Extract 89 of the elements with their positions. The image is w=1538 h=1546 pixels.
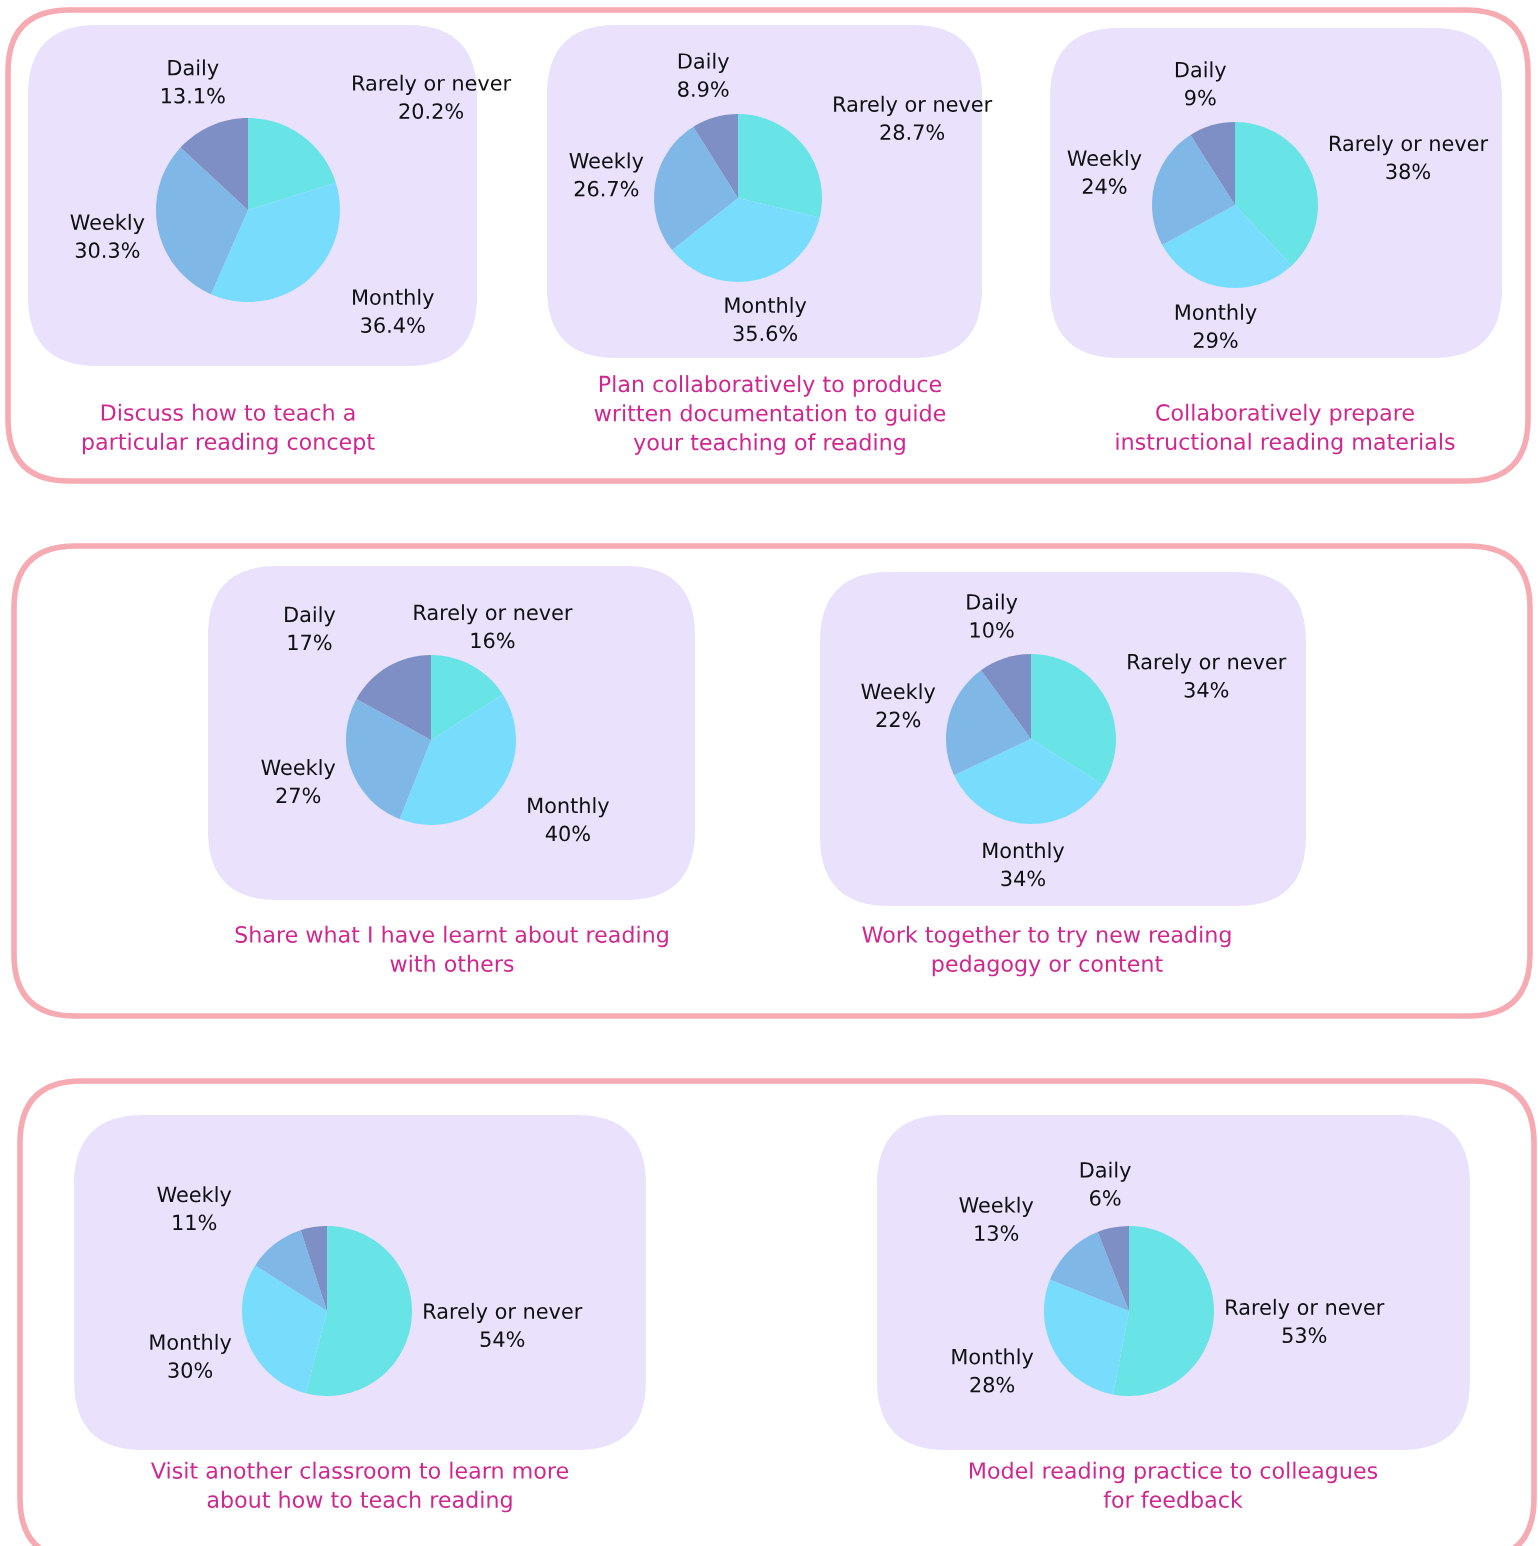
text: Collaboratively prepare instructional reading materials (1116, 403, 1455, 455)
slice-label: Rarely or never (1226, 1298, 1385, 1320)
text: Discuss how to teach a particular reading concept (82, 403, 375, 455)
slice-label: Monthly (353, 288, 434, 309)
pie-slice (300, 1226, 327, 1311)
slice-label: Daily (678, 52, 729, 73)
pie-slice (1113, 1226, 1214, 1396)
text: Share what I have learnt about reading with others (235, 925, 668, 972)
slice-label: Weekly (157, 1186, 232, 1207)
slice-label: Rarely or never (1330, 135, 1489, 156)
data-label: 10% (970, 622, 1014, 638)
slice-label: Daily (285, 606, 336, 627)
data-label: 54% (480, 1331, 525, 1348)
pie-slice (672, 198, 820, 282)
data-label: 38% (1386, 163, 1431, 180)
slice-label: Weekly (1067, 149, 1142, 171)
data-label: 28.7% (880, 124, 945, 141)
pie-slice (210, 182, 340, 302)
data-label: 27% (276, 787, 321, 804)
pie-slice (981, 654, 1031, 739)
pie-slice (693, 114, 738, 198)
data-label: 13.1% (161, 87, 225, 104)
data-label: 29% (1193, 332, 1238, 349)
data-label: 36.4% (361, 317, 425, 334)
pie-slice (431, 655, 503, 740)
slice-label: Monthly (983, 842, 1065, 863)
pie-slice (1235, 122, 1318, 266)
pie-slice (242, 1265, 327, 1394)
slice-label: Weekly (861, 683, 936, 704)
slice-label: Weekly (70, 213, 145, 235)
pie-slice (180, 118, 248, 210)
slice-label: Weekly (569, 152, 644, 173)
slice-label: Daily (967, 593, 1018, 614)
data-label: 8.9% (678, 81, 729, 97)
slice-label: Rarely or never (1128, 653, 1287, 674)
pie-slice (1190, 122, 1235, 205)
pie-slice (738, 114, 822, 218)
text: Visit another classroom to learn more about how to teach reading (151, 1461, 568, 1513)
data-label: 11% (173, 1214, 217, 1231)
slice-label: Rarely or never (353, 74, 512, 95)
text: Plan collaboratively to produce written documentation to guide your teaching of reading (594, 375, 946, 455)
data-label: 16% (471, 632, 515, 649)
data-label: 13% (975, 1225, 1019, 1241)
pie-slice (946, 670, 1031, 776)
data-label: 20.2% (399, 103, 464, 119)
slice-label: Weekly (959, 1196, 1034, 1217)
data-label: 30.3% (75, 242, 140, 259)
pie-slice (954, 739, 1103, 824)
data-label: 34% (1001, 870, 1045, 887)
pie-slice (305, 1226, 412, 1396)
pie-slice (1097, 1226, 1129, 1311)
pie-slice (255, 1230, 327, 1311)
slice-label: Weekly (261, 759, 336, 780)
slice-label: Rarely or never (414, 604, 573, 625)
slice-label: Monthly (725, 296, 807, 318)
pie-slice (654, 126, 738, 251)
pie-slice (399, 694, 516, 825)
data-label: 40% (545, 825, 590, 842)
data-label: 9% (1185, 89, 1216, 106)
data-label: 53% (1282, 1327, 1327, 1344)
data-label: 30% (168, 1362, 213, 1379)
data-label: 28% (970, 1376, 1015, 1393)
data-label: 26.7% (574, 180, 639, 197)
pie-slice (1031, 654, 1116, 785)
pie-slice (1044, 1279, 1129, 1395)
data-label: 17% (288, 634, 332, 651)
slice-label: Monthly (528, 797, 609, 818)
data-label: 22% (876, 711, 921, 728)
pie-slice (1049, 1231, 1129, 1311)
text: Model reading practice to colleagues for feedback (969, 1461, 1378, 1508)
pie-slice (156, 147, 248, 295)
pie-slice (1162, 205, 1292, 288)
slice-label: Monthly (150, 1333, 232, 1354)
data-label: 34% (1184, 681, 1229, 698)
slice-label: Rarely or never (424, 1302, 583, 1324)
pie-slice (1152, 134, 1235, 245)
pie-slice (356, 655, 431, 740)
slice-label: Rarely or never (834, 95, 993, 116)
pie-slice (346, 699, 431, 820)
slice-label: Daily (1080, 1161, 1131, 1182)
data-label: 24% (1082, 178, 1127, 195)
text: Work together to try new reading pedagogy or content (862, 925, 1231, 977)
slice-label: Daily (1175, 61, 1226, 82)
data-label: 35.6% (733, 325, 798, 342)
slice-label: Daily (168, 59, 219, 80)
data-label: 6% (1090, 1190, 1121, 1206)
slice-label: Monthly (1175, 303, 1257, 325)
slice-label: Monthly (952, 1348, 1034, 1369)
pie-slice (248, 118, 336, 210)
